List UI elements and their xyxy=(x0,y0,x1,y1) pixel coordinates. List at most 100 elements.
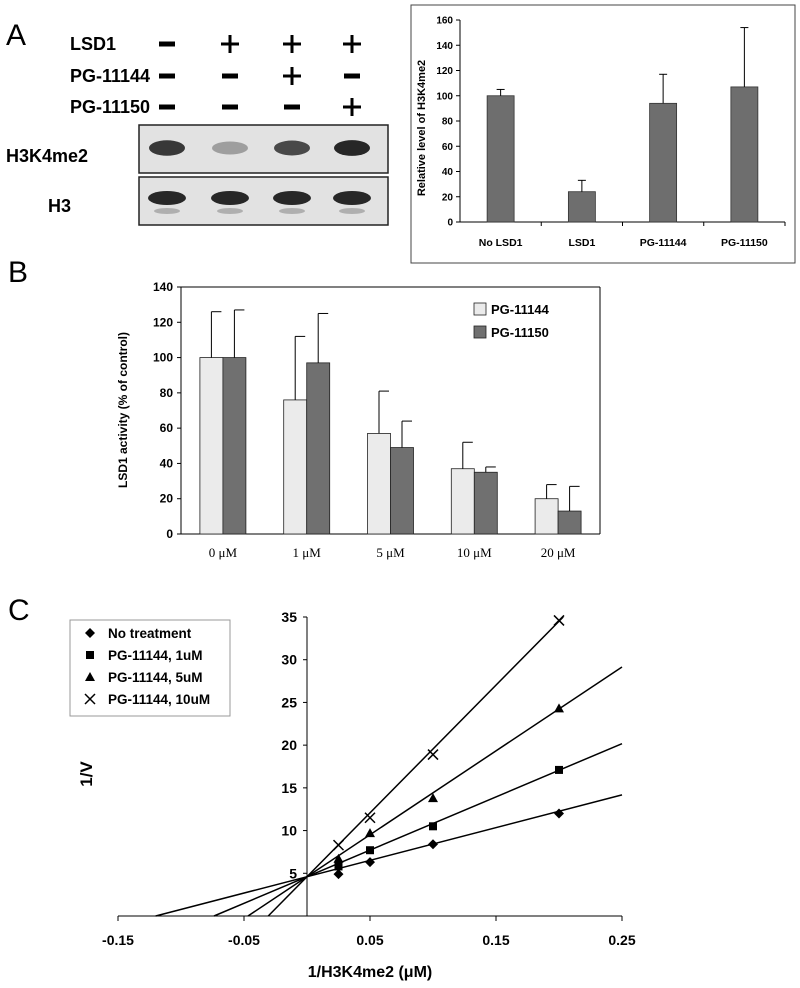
chart-a-xtick-label: PG-11150 xyxy=(721,237,768,249)
chart-b-bar-pg-11144 xyxy=(283,399,308,535)
chart-c-xtick-label: -0.15 xyxy=(102,932,134,948)
chart-b-ylabel: LSD1 activity (% of control) xyxy=(116,332,130,488)
chart-b-bar-pg-11150 xyxy=(473,471,498,535)
chart-b-bar-pg-11150 xyxy=(557,510,582,535)
chart-c-point-x xyxy=(553,614,565,626)
panel-label-a: A xyxy=(6,19,26,52)
chart-c-ylabel: 1/V xyxy=(77,761,96,787)
chart-b-bar-pg-11144 xyxy=(367,433,391,535)
panel-label-b: B xyxy=(8,256,28,289)
chart-c-legend-label: PG-11144, 1uM xyxy=(108,648,203,663)
chart-c-xtick-label: 0.25 xyxy=(608,932,635,948)
chart-c-legend-label: No treatment xyxy=(108,626,192,641)
chart-a-ytick-label: 80 xyxy=(442,117,454,128)
row-label-pg-11150: PG-11150 xyxy=(70,97,150,117)
chart-c-lineweaver-burk: 1/V 1/H3K4me2 (μM) 5 10 15 20 25 30 35 -0.15 -0.… xyxy=(69,609,636,981)
chart-b-legend-label: PG-11144 xyxy=(491,302,550,317)
chart-c-ytick-label: 30 xyxy=(281,652,297,668)
chart-b-bar-pg-11150 xyxy=(390,447,414,535)
chart-a-ytick-label: 140 xyxy=(436,41,453,52)
row-label-lsd1: LSD1 xyxy=(70,34,116,54)
chart-c-legend-label: PG-11144, 5uM xyxy=(108,670,203,685)
band-h3-shadow xyxy=(217,208,243,214)
chart-c-fit-line xyxy=(267,616,564,917)
chart-c-legend-box xyxy=(69,619,231,717)
treatment-table: LSD1 PG-11144 PG-11150 xyxy=(70,34,361,117)
band-h3k4me2 xyxy=(149,140,185,156)
chart-a-ytick-label: 160 xyxy=(436,16,453,27)
chart-a-xtick-label: PG-11144 xyxy=(640,237,687,249)
blot-bands xyxy=(148,140,371,214)
chart-c-point-triangle xyxy=(428,793,438,803)
minus-sign xyxy=(159,73,175,79)
chart-c-point-triangle xyxy=(554,703,564,713)
minus-sign xyxy=(159,104,175,110)
chart-a-bar xyxy=(730,86,759,223)
band-h3 xyxy=(211,191,249,205)
chart-c-ytick-label: 10 xyxy=(281,823,297,839)
chart-b-xtick-label: 0 μM xyxy=(209,545,238,560)
band-h3k4me2 xyxy=(274,140,310,156)
western-blots: H3K4me2 H3 xyxy=(6,124,389,226)
chart-c-point-diamond xyxy=(554,808,564,819)
chart-b-legend-label: PG-11150 xyxy=(491,325,549,340)
chart-a-ytick-label: 120 xyxy=(436,66,453,77)
chart-c-point-square xyxy=(555,765,563,774)
chart-c-ytick-label: 35 xyxy=(281,609,297,625)
chart-c-legend-marker xyxy=(84,693,96,705)
chart-c-point-square xyxy=(334,862,343,871)
band-h3 xyxy=(148,191,186,205)
chart-b-ytick-label: 40 xyxy=(160,456,174,470)
chart-c-ytick-label: 25 xyxy=(281,694,297,710)
blot-label-h3k4me2: H3K4me2 xyxy=(6,146,88,166)
chart-a-ytick-label: 20 xyxy=(442,192,454,203)
chart-b-legend-swatch xyxy=(473,302,487,316)
chart-b-xtick-label: 20 μM xyxy=(541,545,576,560)
chart-b-bar-pg-11144 xyxy=(450,468,475,535)
chart-c-point-x xyxy=(364,812,376,824)
chart-c-fit-line xyxy=(213,742,623,917)
chart-c-legend-marker xyxy=(86,651,94,659)
chart-c-fit-line xyxy=(155,794,623,917)
chart-b-lsd1-activity: LSD1 activity (% of control) 0 20 40 60 80 10… xyxy=(116,280,601,560)
band-h3-shadow xyxy=(154,208,180,214)
chart-b-ytick-label: 140 xyxy=(153,280,173,294)
chart-c-xtick-label: -0.05 xyxy=(228,932,260,948)
chart-c-point-square xyxy=(366,846,374,855)
chart-a-relative-h3k4me2: Relative level of H3K4me2 0 20 40 60 80 100 12… xyxy=(410,4,796,264)
minus-sign xyxy=(344,73,360,79)
chart-c-point-diamond xyxy=(428,839,438,850)
chart-c-ytick-label: 20 xyxy=(281,737,297,753)
chart-b-xtick-label: 10 μM xyxy=(457,545,492,560)
chart-c-ytick-label: 15 xyxy=(281,780,297,796)
chart-b-bar-pg-11144 xyxy=(199,357,224,535)
chart-c-xlabel: 1/H3K4me2 (μM) xyxy=(308,964,433,981)
chart-c-xtick-label: 0.05 xyxy=(356,932,383,948)
chart-a-xtick-label: No LSD1 xyxy=(479,237,523,249)
band-h3-shadow xyxy=(339,208,365,214)
chart-c-legend-label: PG-11144, 10uM xyxy=(108,692,210,707)
chart-a-ytick-label: 100 xyxy=(436,91,453,102)
chart-c-point-triangle xyxy=(365,828,375,838)
minus-sign xyxy=(159,41,175,47)
chart-c-point-x xyxy=(427,749,439,761)
chart-b-bar-pg-11150 xyxy=(306,362,331,535)
chart-c-point-diamond xyxy=(365,857,375,868)
chart-a-bar xyxy=(567,191,596,223)
chart-a-bar xyxy=(486,95,515,223)
row-label-pg-11144: PG-11144 xyxy=(70,66,150,86)
chart-c-legend-marker xyxy=(85,672,95,681)
chart-a-ytick-label: 60 xyxy=(442,142,454,153)
chart-b-ytick-label: 60 xyxy=(160,421,174,435)
chart-b-bar-pg-11144 xyxy=(534,498,559,535)
chart-b-ytick-label: 120 xyxy=(153,315,173,329)
band-h3 xyxy=(333,191,371,205)
blot-label-h3: H3 xyxy=(48,196,71,216)
chart-b-ytick-label: 20 xyxy=(160,492,174,506)
chart-b-ytick-label: 80 xyxy=(160,386,174,400)
chart-b-xtick-label: 1 μM xyxy=(293,545,322,560)
chart-b-bar-pg-11150 xyxy=(222,357,247,535)
chart-a-ylabel: Relative level of H3K4me2 xyxy=(416,60,428,196)
chart-c-ytick-label: 5 xyxy=(289,865,297,881)
